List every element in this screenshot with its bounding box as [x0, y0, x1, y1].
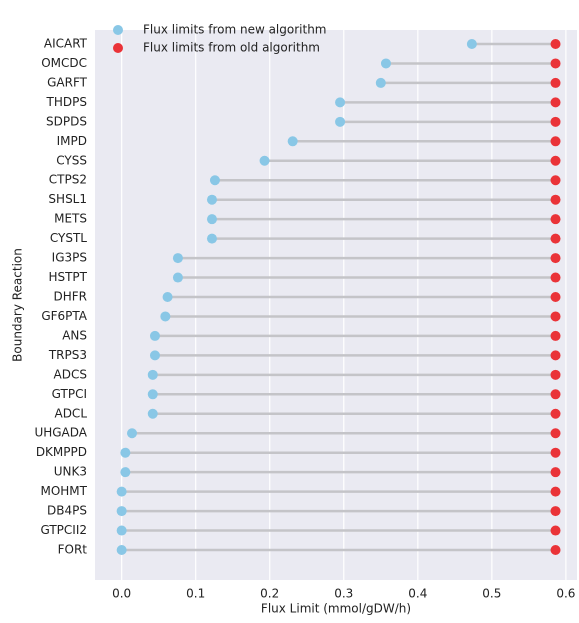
point — [550, 77, 561, 88]
y-tick-label: METS — [54, 212, 87, 226]
y-tick-label: SDPDS — [46, 114, 87, 128]
point — [550, 486, 561, 497]
y-tick-label: UHGADA — [34, 426, 87, 440]
x-tick-label: 0.0 — [112, 587, 131, 601]
y-tick-label: THDPS — [46, 95, 87, 109]
legend-label: Flux limits from new algorithm — [143, 23, 327, 37]
x-tick-label: 0.1 — [186, 587, 205, 601]
y-tick-label: CYSTL — [50, 231, 87, 245]
point — [550, 233, 561, 244]
point — [550, 408, 561, 419]
y-tick-label: DKMPPD — [36, 445, 87, 459]
point — [550, 39, 561, 49]
point — [120, 447, 131, 458]
y-tick-label: GF6PTA — [41, 309, 87, 323]
point — [550, 428, 561, 439]
point — [380, 58, 391, 69]
point — [550, 253, 561, 264]
legend-label: Flux limits from old algorithm — [143, 41, 320, 55]
y-tick-label: OMCDC — [41, 56, 87, 70]
point — [550, 194, 561, 205]
plot-area — [95, 30, 577, 580]
point — [147, 369, 158, 380]
y-tick-label: SHSL1 — [48, 192, 87, 206]
x-tick-label: 0.4 — [408, 587, 427, 601]
point — [550, 214, 561, 225]
x-axis-label: Flux Limit (mmol/gDW/h) — [261, 602, 411, 616]
y-tick-label: AICART — [44, 37, 88, 51]
y-tick-label: HSTPT — [48, 270, 87, 284]
point — [550, 506, 561, 517]
point — [550, 272, 561, 283]
point — [162, 292, 173, 302]
point — [550, 116, 561, 127]
y-tick-label: TRPS3 — [48, 348, 87, 362]
point — [116, 545, 127, 555]
y-tick-label: UNK3 — [54, 465, 87, 479]
legend-marker — [113, 25, 123, 35]
x-tick-label: 0.3 — [334, 587, 353, 601]
point — [550, 292, 561, 302]
y-tick-label: FORt — [58, 543, 88, 557]
point — [550, 175, 561, 186]
x-tick-label: 0.2 — [260, 587, 279, 601]
point — [206, 233, 217, 244]
point — [209, 175, 220, 186]
point — [550, 311, 561, 322]
point — [172, 272, 183, 283]
y-tick-label: MOHMT — [40, 484, 87, 498]
point — [550, 97, 561, 108]
point — [550, 467, 561, 478]
point — [550, 389, 561, 400]
point — [116, 486, 127, 497]
point — [550, 525, 561, 536]
y-tick-label: CYSS — [56, 153, 87, 167]
y-tick-label: ANS — [62, 328, 87, 342]
point — [550, 447, 561, 458]
point — [550, 330, 561, 341]
y-tick-label: DB4PS — [47, 504, 87, 518]
y-axis-label: Boundary Reaction — [11, 248, 25, 362]
point — [550, 136, 561, 147]
y-tick-label: DHFR — [53, 290, 87, 304]
x-tick-label: 0.5 — [482, 587, 501, 601]
point — [466, 39, 477, 49]
point — [127, 428, 138, 439]
point — [160, 311, 171, 322]
point — [149, 350, 160, 361]
point — [550, 350, 561, 361]
point — [147, 389, 158, 400]
point — [335, 97, 346, 108]
y-tick-label: ADCS — [54, 367, 87, 381]
point — [550, 58, 561, 69]
point — [116, 525, 127, 536]
y-tick-label: IMPD — [57, 134, 87, 148]
y-tick-label: ADCL — [54, 406, 87, 420]
point — [550, 545, 561, 555]
point — [550, 369, 561, 380]
point — [120, 467, 131, 478]
point — [259, 155, 270, 166]
y-tick-label: CTPS2 — [49, 173, 87, 187]
y-tick-label: GARFT — [47, 75, 88, 89]
point — [172, 253, 183, 264]
point — [206, 194, 217, 205]
point — [147, 408, 158, 419]
point — [149, 330, 160, 341]
point — [550, 155, 561, 166]
point — [375, 77, 386, 88]
x-tick-label: 0.6 — [556, 587, 575, 601]
y-tick-label: IG3PS — [52, 251, 87, 265]
y-tick-label: GTPCII2 — [40, 523, 87, 537]
point — [206, 214, 217, 225]
y-tick-label: GTPCI — [52, 387, 87, 401]
legend-marker — [113, 43, 123, 53]
point — [287, 136, 298, 147]
point — [116, 506, 127, 517]
point — [335, 116, 346, 127]
